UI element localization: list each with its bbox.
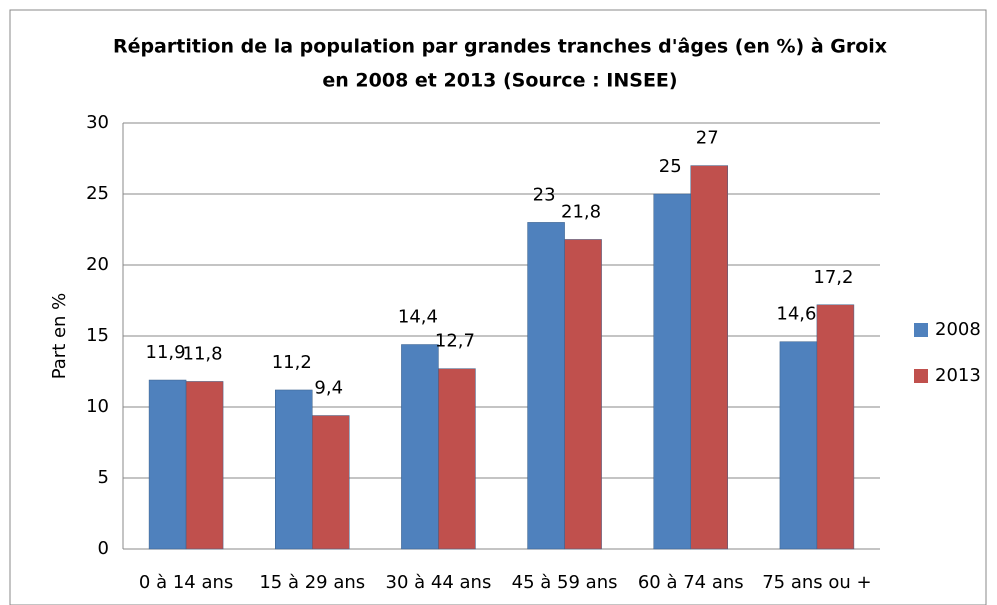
value-label: 11,2 — [272, 352, 312, 373]
value-label: 27 — [696, 128, 719, 149]
y-axis-label: Part en % — [49, 293, 70, 380]
chart-title: Répartition de la population par grandes… — [113, 36, 887, 58]
legend-label: 2013 — [935, 365, 981, 386]
value-label: 11,8 — [183, 343, 223, 364]
value-label: 25 — [659, 156, 682, 177]
x-tick-label: 75 ans ou + — [762, 572, 871, 593]
x-tick-label: 60 à 74 ans — [638, 572, 744, 593]
bar — [690, 165, 728, 550]
bar — [653, 193, 691, 550]
y-tick-label: 30 — [86, 112, 109, 133]
bar — [148, 379, 187, 550]
bar — [185, 381, 224, 550]
y-tick-label: 0 — [98, 538, 109, 559]
value-label: 9,4 — [314, 378, 343, 399]
x-tick-label: 30 à 44 ans — [386, 572, 492, 593]
bar — [275, 389, 313, 550]
chart-title: en 2008 et 2013 (Source : INSEE) — [322, 70, 677, 92]
y-tick-label: 25 — [86, 183, 109, 204]
bar — [312, 415, 350, 550]
value-label: 21,8 — [561, 201, 601, 222]
x-tick-label: 0 à 14 ans — [139, 572, 233, 593]
value-label: 14,4 — [398, 307, 438, 328]
bar — [564, 239, 602, 550]
legend-label: 2008 — [935, 319, 981, 340]
legend-swatch — [914, 323, 928, 337]
bar — [816, 304, 855, 550]
bar — [401, 344, 439, 550]
bar — [779, 341, 818, 550]
y-tick-label: 20 — [86, 254, 109, 275]
bar — [527, 222, 565, 550]
value-label: 14,6 — [776, 304, 816, 325]
value-label: 23 — [533, 184, 556, 205]
value-label: 12,7 — [435, 331, 475, 352]
legend-swatch — [914, 369, 928, 383]
y-tick-label: 15 — [86, 325, 109, 346]
x-tick-label: 15 à 29 ans — [259, 572, 365, 593]
x-tick-label: 45 à 59 ans — [512, 572, 618, 593]
y-tick-label: 10 — [86, 396, 109, 417]
y-tick-label: 5 — [98, 467, 109, 488]
bar — [438, 368, 476, 550]
value-label: 11,9 — [146, 342, 186, 363]
value-label: 17,2 — [813, 267, 853, 288]
